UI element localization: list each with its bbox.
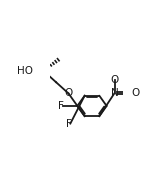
Text: N: N xyxy=(111,88,119,98)
Text: F: F xyxy=(66,119,72,129)
Text: O: O xyxy=(64,88,73,98)
Text: O: O xyxy=(131,88,139,98)
Text: HO: HO xyxy=(17,66,33,76)
Text: O: O xyxy=(111,75,119,85)
Text: F: F xyxy=(58,101,64,111)
